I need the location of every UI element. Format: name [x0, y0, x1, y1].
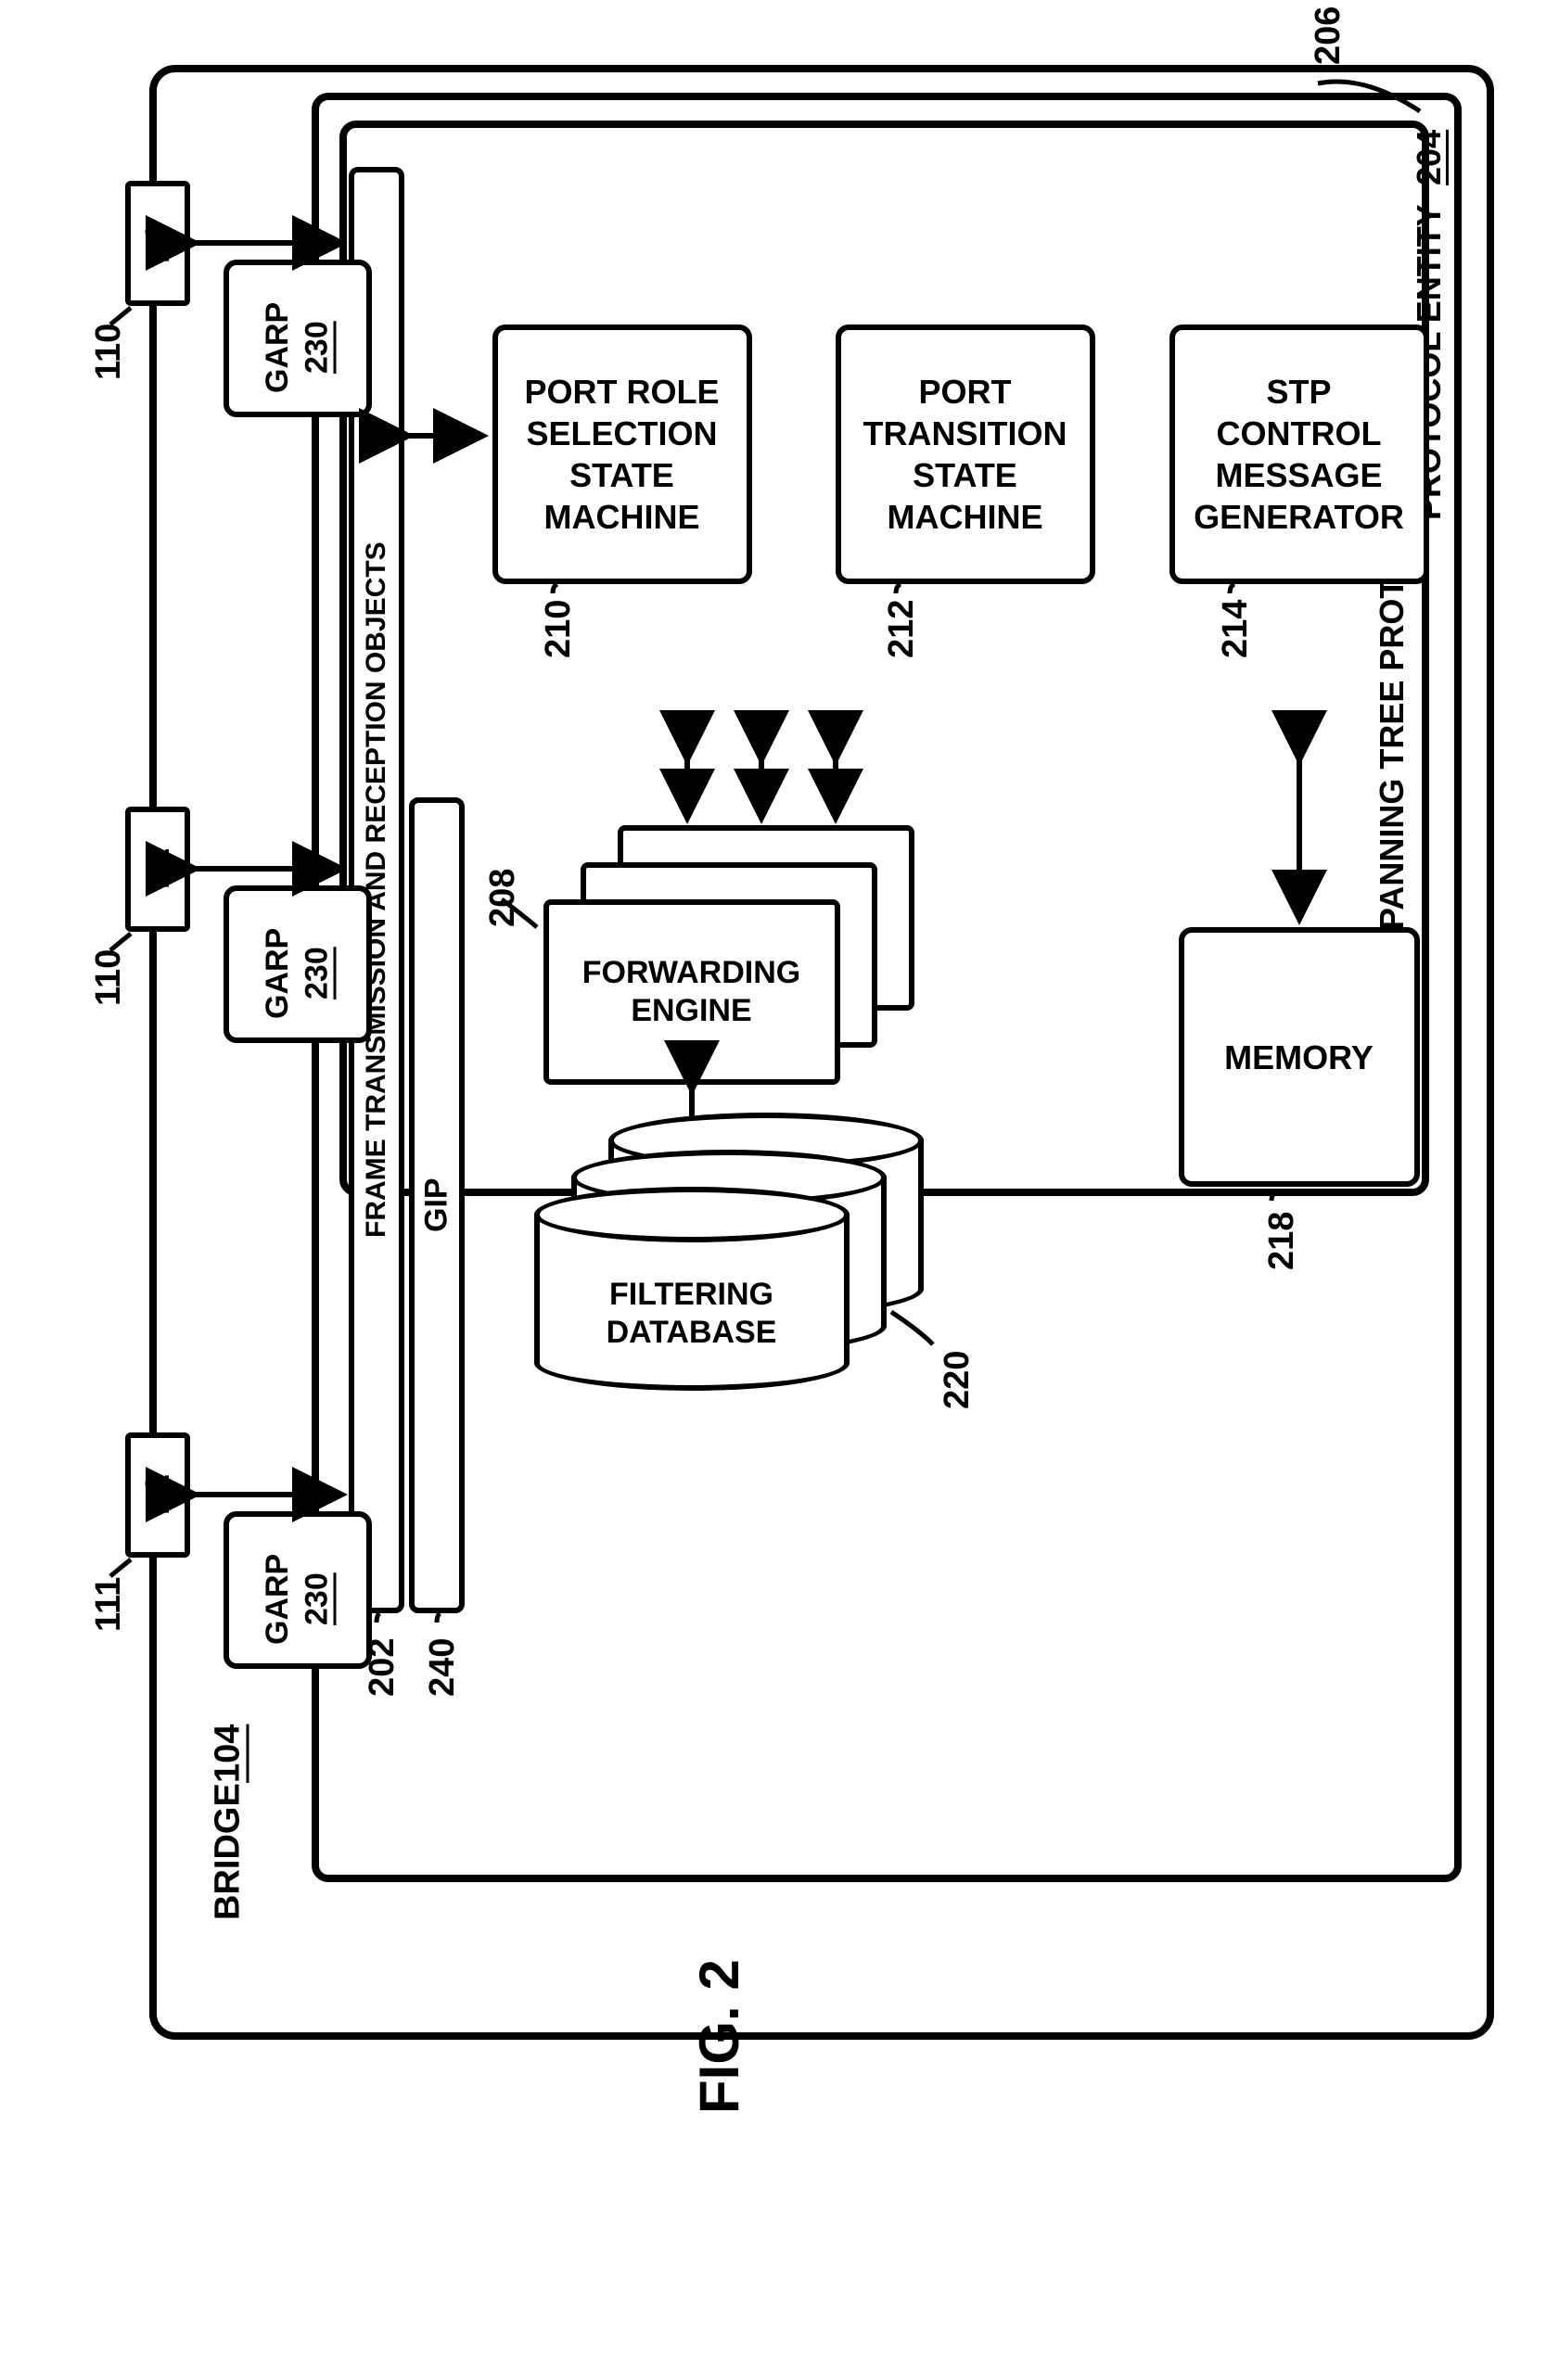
port-p0-label: P0	[138, 223, 177, 263]
port-transition-block: PORT TRANSITION STATE MACHINE	[836, 325, 1095, 584]
ref-240: 240	[423, 1638, 463, 1697]
db-cyl-front: FILTERING DATABASE	[534, 1187, 850, 1391]
ref-202: 202	[363, 1638, 403, 1697]
port-p0: P0	[125, 181, 190, 306]
garp-2: GARP230	[224, 1511, 372, 1669]
garp-0-ref: 230	[300, 322, 335, 375]
port-p2: P2	[125, 1432, 190, 1558]
ref-111: 111	[89, 1577, 129, 1632]
forwarding-engine-stack: FORWARDING ENGINE	[543, 825, 914, 1085]
ref-210: 210	[539, 600, 579, 658]
garp-2-ref: 230	[300, 1573, 335, 1626]
garp-1: GARP230	[224, 885, 372, 1043]
ref-212: 212	[882, 600, 922, 658]
bridge-text: BRIDGE	[208, 1783, 248, 1920]
port-p2-label: P2	[138, 1474, 177, 1515]
diagram-canvas: FRAME TRANSMISSION AND RECEPTION OBJECTS…	[38, 37, 1522, 2262]
gip-label: GIP	[416, 1066, 457, 1344]
garp-0: GARP230	[224, 260, 372, 417]
ref-214: 214	[1216, 600, 1256, 658]
port-p1: P1	[125, 807, 190, 932]
stp-control-block: STP CONTROL MESSAGE GENERATOR	[1169, 325, 1429, 584]
ref-220: 220	[938, 1351, 978, 1409]
port-role-block: PORT ROLE SELECTION STATE MACHINE	[492, 325, 752, 584]
garp-1-label: GARP	[260, 928, 295, 1019]
protocol-entity-ref: 204	[1410, 130, 1449, 185]
figure-label: FIG. 2	[687, 1959, 751, 2114]
port-p1-label: P1	[138, 848, 177, 889]
ref-218: 218	[1262, 1212, 1302, 1270]
garp-2-label: GARP	[260, 1554, 295, 1645]
ref-208: 208	[483, 869, 523, 927]
garp-1-ref: 230	[300, 948, 335, 1000]
ref-110-0: 110	[89, 324, 129, 380]
bridge-ref: 104	[208, 1724, 248, 1782]
bridge-label: BRIDGE104	[205, 1706, 251, 1938]
ref-110-1: 110	[89, 949, 129, 1006]
memory-block: MEMORY	[1179, 927, 1420, 1187]
ref-206: 206	[1309, 6, 1348, 65]
fwd-card-front: FORWARDING ENGINE	[543, 899, 840, 1085]
garp-0-label: GARP	[260, 302, 295, 393]
